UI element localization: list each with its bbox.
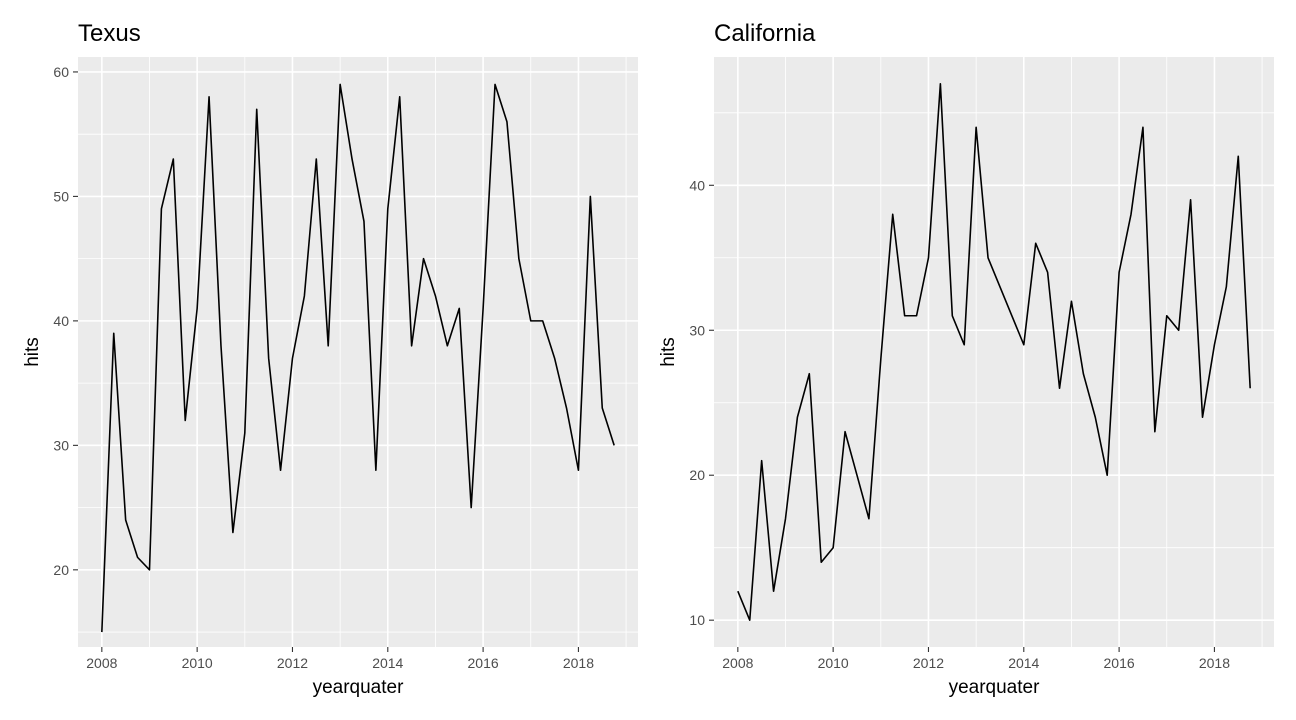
- y-tick-label: 20: [53, 562, 69, 578]
- x-tick-label: 2014: [372, 655, 403, 671]
- x-tick-label: 2012: [277, 655, 308, 671]
- plot-area-texus: [78, 57, 638, 647]
- x-tick-label: 2018: [563, 655, 594, 671]
- x-tick-label: 2010: [182, 655, 213, 671]
- axis-ticks-california: 2008 2010 2012 2014 2016 2018 10 20 30 40: [689, 177, 1230, 671]
- x-axis-title-texus: yearquater: [313, 677, 405, 698]
- y-axis-title-california: hits: [658, 337, 679, 367]
- axis-ticks-texus: 2008 2010 2012 2014 2016 2018 20 30 40 50 60: [53, 64, 594, 671]
- plot-area-california: [714, 57, 1274, 647]
- series-california: [737, 83, 1251, 621]
- y-tick-label: 30: [53, 437, 69, 453]
- x-tick-label: 2010: [818, 655, 849, 671]
- x-tick-label: 2016: [1104, 655, 1135, 671]
- x-tick-label: 2008: [722, 655, 753, 671]
- y-tick-label: 30: [689, 322, 705, 338]
- y-tick-label: 40: [689, 177, 705, 193]
- x-tick-label: 2016: [468, 655, 499, 671]
- y-tick-label: 60: [53, 64, 69, 80]
- y-tick-label: 10: [689, 612, 705, 628]
- y-tick-label: 20: [689, 467, 705, 483]
- y-axis-title-texus: hits: [22, 337, 43, 367]
- y-tick-label: 50: [53, 188, 69, 204]
- x-tick-label: 2014: [1008, 655, 1039, 671]
- panel-california: California 2008 2010 2012 2014 2016 2018 10 20 3…: [658, 20, 1274, 698]
- series-texus: [101, 83, 615, 633]
- x-tick-label: 2012: [913, 655, 944, 671]
- x-axis-title-california: yearquater: [949, 677, 1041, 698]
- series-line-california: [737, 83, 1251, 621]
- panel-title-california: California: [714, 20, 816, 47]
- x-tick-label: 2008: [86, 655, 117, 671]
- gridlines-texus: [78, 57, 638, 647]
- series-line-texus: [101, 83, 615, 633]
- panel-texus: Texus 2008 2010 2012 2014 2016 2018 20 30 40 50 60…: [22, 20, 638, 698]
- panel-title-texus: Texus: [78, 20, 141, 47]
- x-tick-label: 2018: [1199, 655, 1230, 671]
- y-tick-label: 40: [53, 313, 69, 329]
